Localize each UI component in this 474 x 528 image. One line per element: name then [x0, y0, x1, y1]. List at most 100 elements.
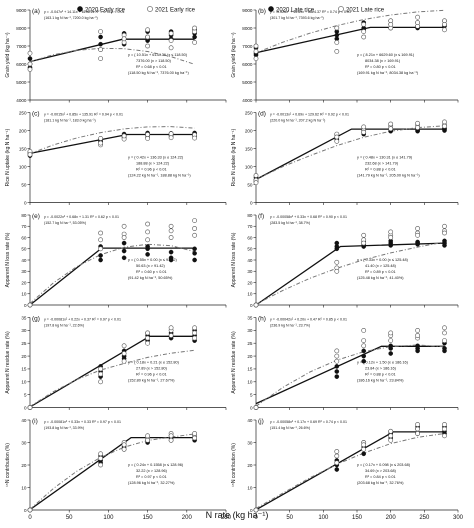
data-point-2021 — [168, 45, 174, 51]
data-point-2020 — [192, 246, 197, 252]
data-point-2021 — [145, 330, 150, 336]
y-axis-label: Apparent N loss rate (%) — [5, 232, 11, 287]
y-tick-label: 0 — [250, 200, 253, 205]
data-point-2021 — [388, 126, 394, 132]
data-point-2021 — [388, 235, 394, 240]
y-tick-label: 4000 — [242, 98, 253, 103]
fit-line-2021 — [29, 243, 195, 304]
panel-label: (g) — [32, 316, 40, 323]
data-point-2021 — [192, 135, 197, 141]
fit-line-2021 — [255, 241, 445, 305]
data-point-2021 — [334, 49, 340, 54]
panel-label: (d) — [258, 111, 266, 118]
equation-piecewise: y = { 0.12x + 1.50 (x ≤ 186.16) — [357, 361, 409, 365]
data-point-2021 — [27, 152, 33, 157]
equation-piecewise: (203.68 kg N ha⁻¹, 32.76%) — [357, 481, 404, 485]
y-tick-label: 0 — [24, 200, 27, 205]
data-point-2021 — [415, 422, 420, 427]
data-point-2021 — [388, 21, 394, 27]
data-point-2020 — [442, 348, 447, 354]
data-point-2021 — [253, 180, 259, 186]
y-tick-label: 0 — [250, 303, 253, 308]
y-tick-label: 70 — [21, 224, 27, 229]
data-point-2021 — [98, 371, 103, 377]
legend-label-2020: 2020 Late rice — [276, 8, 315, 14]
panel-j: 0 10 20 30 40 0 50 100 150 200 250 300 ¹⁵N contribut… — [231, 418, 464, 521]
y-tick-label: 10 — [21, 292, 27, 297]
equation-piecewise: y = { 0.24x + 0.1558 (x ≤ 128.96) — [128, 463, 184, 467]
data-point-2020 — [334, 364, 340, 369]
equation-quadratic: (163.1 kg N ha⁻¹, 7200.0 kg ha⁻¹) — [44, 16, 98, 20]
legend-label-2021: 2021 Early rice — [155, 8, 196, 14]
y-tick-label: 20 — [21, 280, 27, 285]
y-tick-label: 50 — [247, 182, 253, 187]
data-point-2021 — [388, 330, 394, 336]
data-point-2021 — [121, 343, 127, 349]
y-tick-label: 30 — [21, 328, 27, 333]
data-point-2021 — [192, 325, 197, 331]
data-point-2021 — [388, 229, 394, 235]
data-point-2020 — [415, 346, 420, 351]
data-point-2020 — [334, 374, 340, 379]
y-tick-label: 0 — [24, 303, 27, 308]
data-point-2020 — [388, 351, 394, 356]
data-point-2021 — [334, 138, 340, 144]
y-tick-label: 50 — [21, 182, 27, 187]
data-point-2021 — [334, 134, 340, 140]
y-tick-label: 25 — [247, 341, 253, 346]
data-point-2021 — [145, 132, 150, 137]
equation-piecewise: (124.22 kg N ha⁻¹, 188.88 kg N ha⁻¹) — [128, 174, 191, 178]
fit-line-2021 — [29, 47, 195, 65]
data-point-2021 — [442, 223, 447, 229]
equation-quadratic: (236.9 kg N ha⁻¹, 23.7%) — [270, 324, 310, 328]
y-tick-label: 0 — [24, 405, 27, 410]
panel-label: (e) — [32, 213, 40, 220]
data-point-2020 — [442, 243, 447, 248]
data-point-2021 — [121, 442, 127, 448]
x-tick-label: 100 — [318, 515, 329, 521]
fit-line-2021 — [255, 9, 445, 54]
data-point-2021 — [98, 366, 103, 372]
data-point-2021 — [361, 240, 367, 246]
panel-d: 0 50 100 150 200 250 Rice N uptake (kg N ha⁻¹)… — [231, 110, 459, 205]
data-point-2021 — [253, 49, 259, 54]
x-axis-title: N rate (kg ha⁻¹) — [206, 510, 269, 520]
equation-quadratic: y = -0.0022x² + 0.68x + 1.31 R² = 0.62 p… — [44, 215, 119, 219]
fit-line-2021 — [29, 433, 195, 510]
data-point-2021 — [98, 29, 103, 34]
equation-quadratic: y = -0.00058x² + 0.33x + 0.68 R² = 0.90 … — [270, 215, 347, 219]
y-tick-label: 6000 — [16, 62, 27, 67]
x-tick-label: 150 — [352, 515, 363, 521]
data-point-2021 — [253, 56, 259, 61]
equation-quadratic: (151.4 kg N ha⁻¹, 26.6%) — [270, 426, 310, 430]
equation-quadratic: (220.0 kg N ha⁻¹, 207.2 kg N ha⁻¹) — [270, 119, 325, 123]
data-point-2021 — [415, 120, 420, 126]
data-point-2020 — [27, 56, 33, 61]
equation-piecewise: 32.22 (x > 128.96) — [136, 469, 168, 473]
data-point-2021 — [334, 259, 340, 265]
equation-piecewise: 232.68 (x > 141.79) — [365, 162, 399, 166]
equation-piecewise: (169.91 kg N ha⁻¹, 8034.38 kg ha⁻¹) — [357, 71, 419, 75]
data-point-2020 — [98, 41, 103, 47]
panel-label: (j) — [258, 418, 264, 425]
data-point-2021 — [168, 228, 174, 234]
x-tick-label: 150 — [143, 515, 154, 521]
fit-line-2020 — [255, 242, 445, 306]
equation-quadratic: y = -0.00058x² + 0.17x + 0.69 R² = 0.74 … — [270, 420, 347, 424]
equation-piecewise: R² = 0.88 p < 0.01 — [365, 168, 396, 172]
y-tick-label: 5 — [250, 392, 253, 397]
data-point-2021 — [98, 135, 103, 141]
equation-piecewise: R² = 0.68 p < 0.01 — [136, 65, 167, 69]
data-point-2021 — [334, 358, 340, 364]
data-point-2021 — [121, 351, 127, 356]
y-tick-label: 0 — [250, 405, 253, 410]
data-point-2021 — [27, 507, 33, 513]
data-point-2021 — [415, 426, 420, 432]
data-point-2021 — [442, 330, 447, 336]
panel-label: (c) — [32, 111, 40, 118]
panel-f: 0 10 20 30 40 50 60 70 80 Apparent N loss rate (%… — [231, 213, 459, 308]
y-tick-label: 10 — [247, 292, 253, 297]
y-tick-label: 7000 — [16, 44, 27, 49]
data-point-2021 — [334, 268, 340, 274]
data-point-2021 — [334, 453, 340, 459]
